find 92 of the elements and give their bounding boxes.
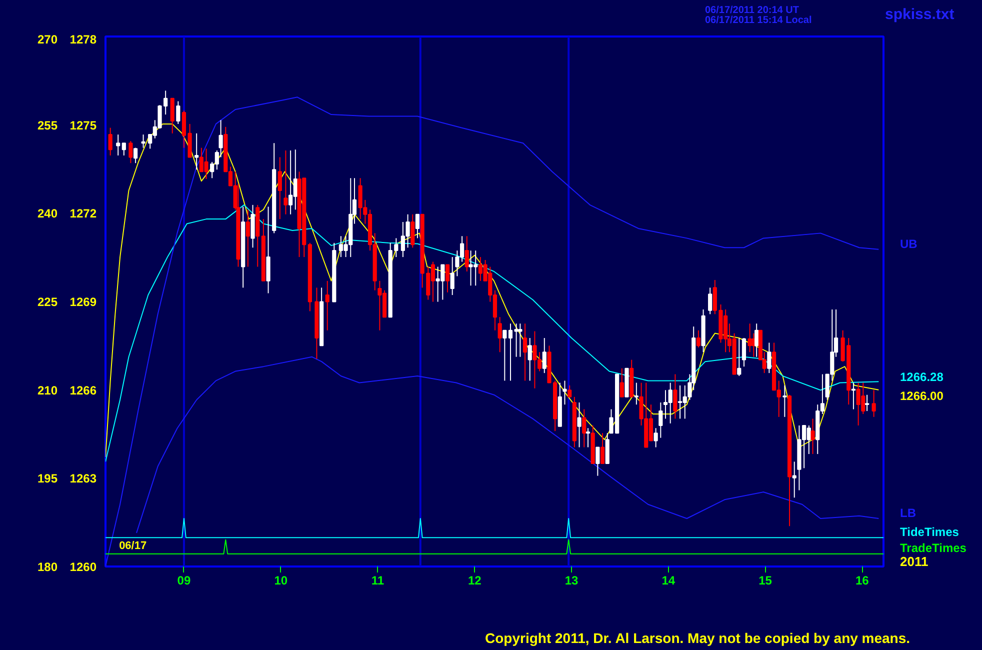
candlestick [394,238,398,258]
y-tick-label: 1269 [70,295,97,309]
candlestick [810,418,815,455]
x-tick-label: 14 [662,574,676,588]
candlestick [518,323,522,358]
text: 06/17/2011 15:14 Local [705,15,812,26]
y-tick-label: 1266 [70,383,97,398]
series-label: TideTimes [900,525,959,540]
text: 2011 [900,554,928,569]
y2-tick-label: 240 [37,206,58,221]
y-tick-label: 1272 [70,206,97,221]
candlestick [792,461,796,498]
line-series [136,356,880,534]
candlestick [748,323,752,353]
candlestick [278,156,282,220]
candlestick [128,140,133,164]
candlestick [586,428,590,448]
candlestick [522,323,528,382]
candlestick [325,280,330,331]
y2-tick-label: 255 [37,118,58,132]
x-tick-label: 11 [371,574,384,588]
candlestick [415,214,420,239]
candlestick [582,408,586,448]
candlestick [634,382,638,406]
series-label: UB [900,236,918,251]
candlestick [708,287,712,315]
candlestick [754,323,759,358]
text: Copyright 2011, Dr. Al Larson. May not be copied by any means. [485,630,910,646]
y2-tick-label: 210 [37,383,58,398]
candlestick [864,394,870,412]
candlestick [528,338,532,382]
annotation: 06/17 [119,540,147,552]
candlestick [673,374,678,420]
candlestick [450,256,454,296]
candlestick [194,132,199,170]
x-tick-label: 13 [564,574,579,588]
candlestick [742,338,746,368]
annotation: 1266.28 [900,370,944,384]
candlestick [246,209,250,268]
text: spkiss.txt [885,6,954,23]
candlestick [445,264,450,293]
candlestick [737,338,742,376]
x-tick-label: 09 [177,574,191,588]
series-label: TradeTimes [900,541,966,556]
candlestick [108,127,112,156]
y2-tick-label: 195 [37,472,58,486]
line-series [106,96,880,566]
candlestick [782,384,787,418]
candlestick [562,380,567,406]
candlestick [654,428,658,448]
y-tick-label: 1260 [70,560,97,574]
y-tick-label: 1278 [70,32,97,46]
candlestick [577,402,582,448]
candlestick [502,330,507,382]
x-tick-label: 12 [468,574,482,588]
annotation: 1266.00 [900,389,944,404]
line-series [106,204,880,462]
candlestick [133,147,138,164]
candlestick [596,446,600,476]
candlestick [658,402,663,438]
candlestick [712,280,717,315]
candlestick [141,134,146,148]
candlestick [498,316,502,353]
candlestick [568,384,572,398]
candlestick [250,204,255,248]
candlestick [620,368,624,398]
candlestick [116,134,120,156]
candlestick [410,214,415,248]
candlestick [266,206,270,294]
candlestick [122,142,126,156]
series-label: LB [900,506,916,520]
candlestick [176,100,180,124]
candlestick [600,432,605,464]
x-tick-label: 15 [758,574,772,588]
candlestick [872,390,876,418]
candlestick [696,330,700,348]
y-tick-label: 1263 [70,472,97,486]
x-tick-label: 10 [274,574,288,588]
x-tick-label: 16 [856,574,870,588]
y-tick-label: 1275 [70,118,97,132]
y2-tick-label: 270 [37,32,58,46]
text: 06/17/2011 20:14 UT [705,5,799,16]
candlestick [288,150,293,215]
y2-tick-label: 225 [37,295,58,309]
candlestick [767,342,772,374]
candlestick [170,98,174,134]
candlestick [851,382,856,410]
candlestick [284,150,288,215]
candlestick [542,338,546,374]
candlestick [464,236,469,272]
y2-tick-label: 180 [37,560,58,574]
candlestick [164,90,168,116]
